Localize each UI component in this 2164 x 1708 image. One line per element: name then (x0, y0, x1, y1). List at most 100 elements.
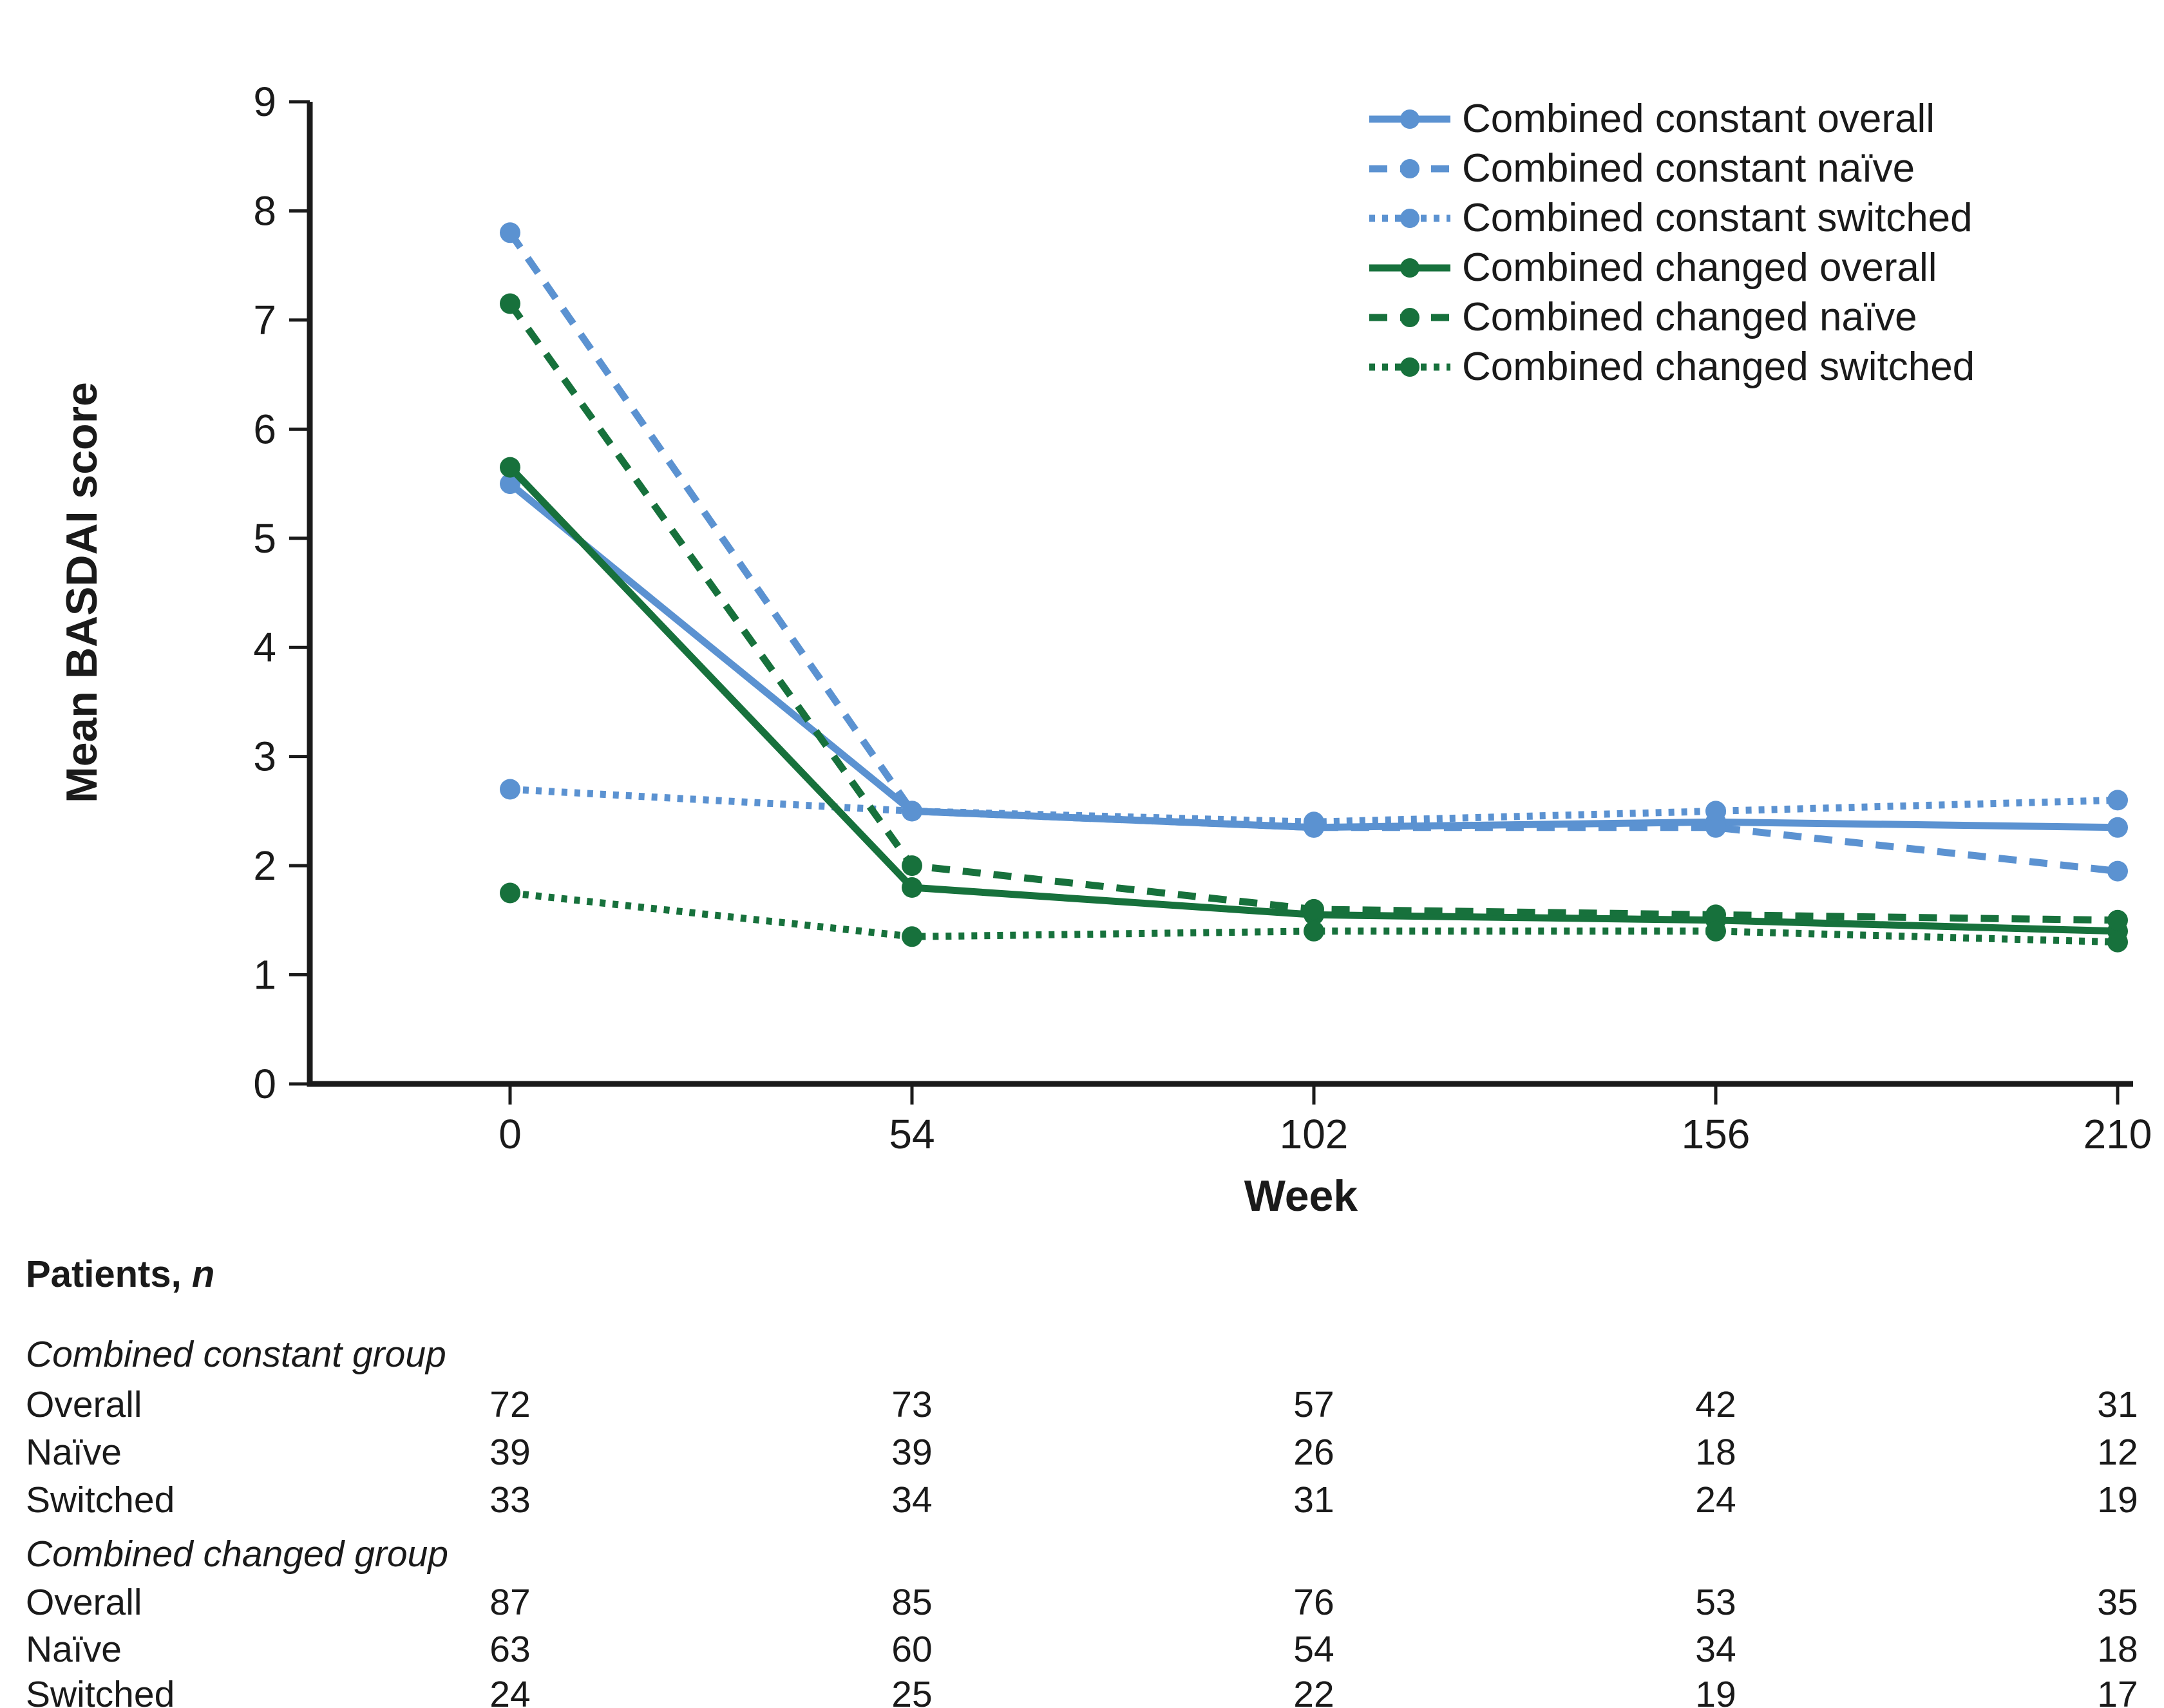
data-point-marker (902, 926, 922, 947)
y-tick-label: 4 (253, 624, 276, 670)
legend-line-sample-dotted (1369, 357, 1450, 377)
data-point-marker (1705, 920, 1726, 942)
data-point-marker (1304, 898, 1324, 920)
row-label: Switched (26, 1479, 175, 1521)
y-tick-label: 3 (253, 734, 276, 780)
series-line (509, 786, 2118, 826)
x-tick-label: 54 (889, 1111, 935, 1157)
patient-count: 34 (891, 1479, 933, 1521)
legend-item: Combined constant switched (1368, 193, 1975, 243)
data-point-marker (500, 473, 520, 495)
patient-count: 57 (1293, 1384, 1334, 1425)
legend-item: Combined changed overall (1368, 243, 1975, 292)
patient-count: 34 (1695, 1629, 1736, 1670)
legend-marker (1400, 357, 1419, 377)
data-point-marker (2107, 790, 2128, 811)
y-tick-label: 9 (253, 79, 276, 125)
x-tick-label: 0 (498, 1111, 522, 1157)
y-tick-label: 1 (253, 952, 276, 998)
patient-count: 35 (2097, 1582, 2138, 1623)
data-point-marker (1304, 811, 1324, 833)
data-point-marker (500, 222, 520, 243)
table-row: Switched 24 25 22 19 17 (0, 1673, 2164, 1708)
y-tick-label: 8 (253, 187, 276, 234)
row-label: Overall (26, 1384, 142, 1425)
legend-line-sample-dotted (1369, 208, 1450, 228)
legend-label: Combined constant overall (1462, 96, 1935, 141)
patient-count: 85 (891, 1582, 933, 1623)
patient-count: 31 (1293, 1479, 1334, 1521)
data-point-marker (2107, 909, 2128, 931)
patient-count: 73 (891, 1384, 933, 1425)
patient-count: 24 (489, 1674, 531, 1708)
data-point-marker (1304, 920, 1324, 942)
line-chart: 0 1 2 3 4 5 6 7 8 9 0 54 102 156 210 Week Mean BASDAI sc… (57, 79, 2152, 1220)
y-tick-label: 5 (253, 515, 276, 562)
legend-marker (1400, 158, 1419, 178)
patient-count: 53 (1695, 1582, 1736, 1623)
patient-count: 60 (891, 1629, 933, 1670)
patient-count: 18 (1695, 1432, 1736, 1473)
legend-line-sample-solid (1369, 109, 1450, 129)
legend-item: Combined constant overall (1368, 94, 1975, 144)
table-row: Naïve 39 39 26 18 12 (0, 1431, 2164, 1473)
series-dotted-green (500, 882, 2128, 953)
patient-count: 63 (489, 1629, 531, 1670)
legend-marker (1400, 208, 1419, 228)
data-point-marker (2107, 860, 2128, 882)
x-tick-label: 102 (1280, 1111, 1349, 1157)
x-tick-label: 210 (2083, 1111, 2152, 1157)
data-point-marker (500, 457, 520, 478)
data-point-marker (902, 877, 922, 898)
patient-count: 26 (1293, 1432, 1334, 1473)
patient-count: 18 (2097, 1629, 2138, 1670)
series-dashed-green (500, 293, 2128, 931)
data-point-marker (1705, 817, 1726, 838)
series-dotted-blue (500, 779, 2128, 833)
table-title-n: n (191, 1253, 215, 1295)
patient-count: 12 (2097, 1432, 2138, 1473)
legend-label: Combined changed overall (1462, 245, 1937, 290)
patient-count: 72 (489, 1384, 531, 1425)
table-row: Overall 87 85 76 53 35 (0, 1581, 2164, 1623)
y-tick-label: 0 (253, 1061, 276, 1107)
y-axis-title: Mean BASDAI score (57, 382, 106, 803)
row-label: Switched (26, 1674, 175, 1708)
legend-line-sample-solid (1369, 258, 1450, 278)
row-label: Naïve (26, 1432, 122, 1473)
series-line (507, 231, 2118, 875)
legend-marker (1400, 258, 1419, 278)
table-row: Overall 72 73 57 42 31 (0, 1383, 2164, 1425)
patient-count: 33 (489, 1479, 531, 1521)
patient-count: 19 (2097, 1479, 2138, 1521)
table-row: Naïve 63 60 54 34 18 (0, 1628, 2164, 1670)
patient-count: 22 (1293, 1674, 1334, 1708)
x-axis-title: Week (1244, 1172, 1358, 1220)
patient-count: 25 (891, 1674, 933, 1708)
table-row: Switched 33 34 31 24 19 (0, 1479, 2164, 1521)
legend-item: Combined constant naïve (1368, 144, 1975, 193)
legend-line-sample-dashed (1369, 158, 1450, 178)
y-tick-label: 6 (253, 406, 276, 452)
data-point-marker (902, 801, 922, 822)
legend-marker (1400, 307, 1419, 327)
legend-label: Combined constant naïve (1462, 146, 1915, 191)
patient-count: 39 (489, 1432, 531, 1473)
legend-label: Combined changed switched (1462, 344, 1975, 389)
data-point-marker (2107, 931, 2128, 953)
legend-label: Combined changed naïve (1462, 294, 1917, 339)
legend-label: Combined constant switched (1462, 195, 1973, 240)
legend-marker (1400, 109, 1419, 129)
y-tick-label: 7 (253, 297, 276, 343)
patient-count: 76 (1293, 1582, 1334, 1623)
patient-count: 24 (1695, 1479, 1736, 1521)
y-tick-label: 2 (253, 842, 276, 889)
patient-count: 39 (891, 1432, 933, 1473)
x-tick-label: 156 (1682, 1111, 1751, 1157)
data-point-marker (500, 779, 520, 800)
legend: Combined constant overall Combined consta… (1368, 94, 1975, 392)
data-point-marker (902, 855, 922, 877)
legend-line-sample-dashed (1369, 307, 1450, 327)
series-line (509, 889, 2118, 946)
